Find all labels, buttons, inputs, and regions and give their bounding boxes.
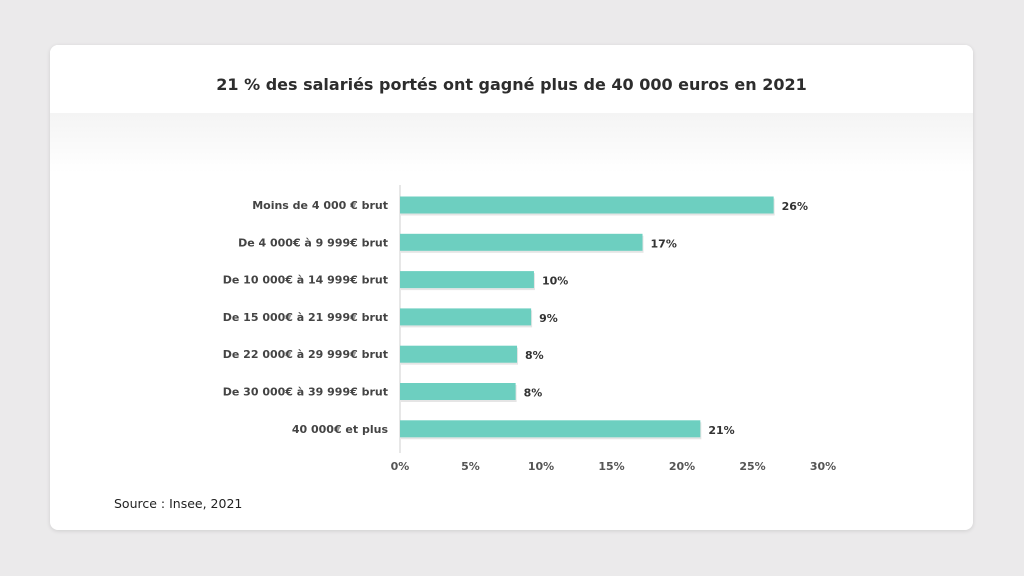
x-tick-label: 10% (528, 460, 554, 473)
data-label: 21% (708, 424, 734, 437)
category-label: De 15 000€ à 21 999€ brut (223, 311, 388, 324)
chart-title: 21 % des salariés portés ont gagné plus … (216, 74, 807, 94)
category-label: De 30 000€ à 39 999€ brut (223, 386, 388, 399)
category-label: De 10 000€ à 14 999€ brut (223, 274, 388, 287)
x-tick-label: 0% (391, 460, 410, 473)
header-shadow (50, 113, 973, 173)
chart-card: 21 % des salariés portés ont gagné plus … (50, 45, 973, 530)
bar-chart: Moins de 4 000 € brut 26% De 4 000€ à 9 99… (223, 185, 836, 473)
data-label: 17% (651, 237, 677, 250)
data-label: 10% (542, 275, 568, 288)
x-tick-label: 5% (461, 460, 480, 473)
bar (400, 308, 532, 326)
data-label: 9% (539, 312, 558, 325)
x-tick-label: 30% (810, 460, 836, 473)
bar (400, 196, 774, 214)
x-tick-label: 20% (669, 460, 695, 473)
x-tick-label: 15% (598, 460, 624, 473)
source-note: Source : Insee, 2021 (114, 496, 243, 511)
bar (400, 233, 643, 251)
data-label: 8% (524, 387, 543, 400)
bar (400, 271, 534, 289)
category-label: 40 000€ et plus (292, 423, 389, 436)
bar (400, 383, 516, 400)
category-label: De 4 000€ à 9 999€ brut (238, 236, 388, 249)
category-label: Moins de 4 000 € brut (252, 199, 388, 212)
data-label: 8% (525, 349, 544, 362)
x-tick-label: 25% (739, 460, 765, 473)
card-header: 21 % des salariés portés ont gagné plus … (50, 45, 973, 115)
data-label: 26% (782, 200, 808, 213)
bar (400, 345, 518, 363)
category-label: De 22 000€ à 29 999€ brut (223, 348, 388, 361)
bar (400, 420, 701, 438)
